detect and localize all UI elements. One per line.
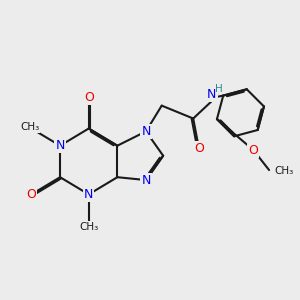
Text: N: N <box>141 125 151 138</box>
Text: N: N <box>141 174 151 187</box>
Text: N: N <box>207 88 217 101</box>
Text: CH₃: CH₃ <box>79 222 98 232</box>
Text: N: N <box>56 139 65 152</box>
Text: N: N <box>84 188 93 201</box>
Text: O: O <box>26 188 36 201</box>
Text: O: O <box>248 143 258 157</box>
Text: H: H <box>215 84 223 94</box>
Text: CH₃: CH₃ <box>20 122 40 132</box>
Text: O: O <box>194 142 204 155</box>
Text: CH₃: CH₃ <box>275 167 294 176</box>
Text: O: O <box>84 91 94 103</box>
